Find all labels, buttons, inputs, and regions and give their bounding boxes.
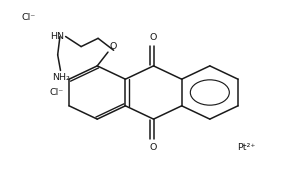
Text: O: O <box>109 42 117 51</box>
Text: O: O <box>150 143 157 152</box>
Text: Cl⁻: Cl⁻ <box>21 13 35 22</box>
Text: HN: HN <box>50 32 64 41</box>
Text: NH₂: NH₂ <box>52 73 70 82</box>
Text: O: O <box>150 33 157 42</box>
Text: Pt²⁺: Pt²⁺ <box>237 143 256 152</box>
Text: Cl⁻: Cl⁻ <box>50 88 64 97</box>
